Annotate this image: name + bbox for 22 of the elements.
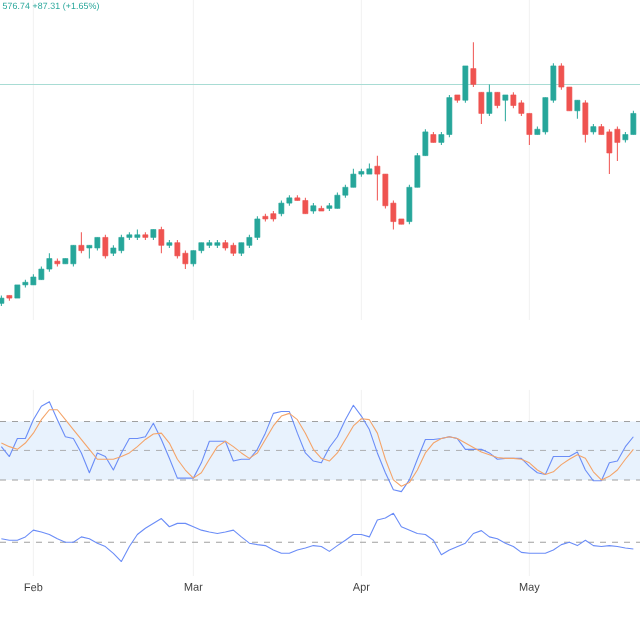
- candlestick: [102, 234, 109, 260]
- candlestick: [502, 94, 509, 122]
- candlestick: [582, 99, 589, 143]
- candlestick: [46, 252, 53, 273]
- candlestick: [78, 231, 85, 254]
- candlestick: [174, 239, 181, 260]
- candlestick: [254, 215, 261, 241]
- candlestick: [462, 65, 469, 104]
- candlestick: [614, 126, 621, 162]
- candlestick: [118, 234, 125, 254]
- candlestick: [182, 250, 189, 270]
- candlestick: [470, 41, 477, 88]
- candlestick: [486, 83, 493, 117]
- candlestick: [70, 244, 77, 267]
- candlestick: [446, 94, 453, 138]
- candlestick: [606, 128, 613, 175]
- candlestick: [630, 110, 637, 136]
- candlestick: [574, 99, 581, 120]
- candlestick: [158, 226, 165, 254]
- candlestick: [350, 168, 357, 188]
- candlestick: [374, 155, 381, 201]
- candlestick: [478, 91, 485, 125]
